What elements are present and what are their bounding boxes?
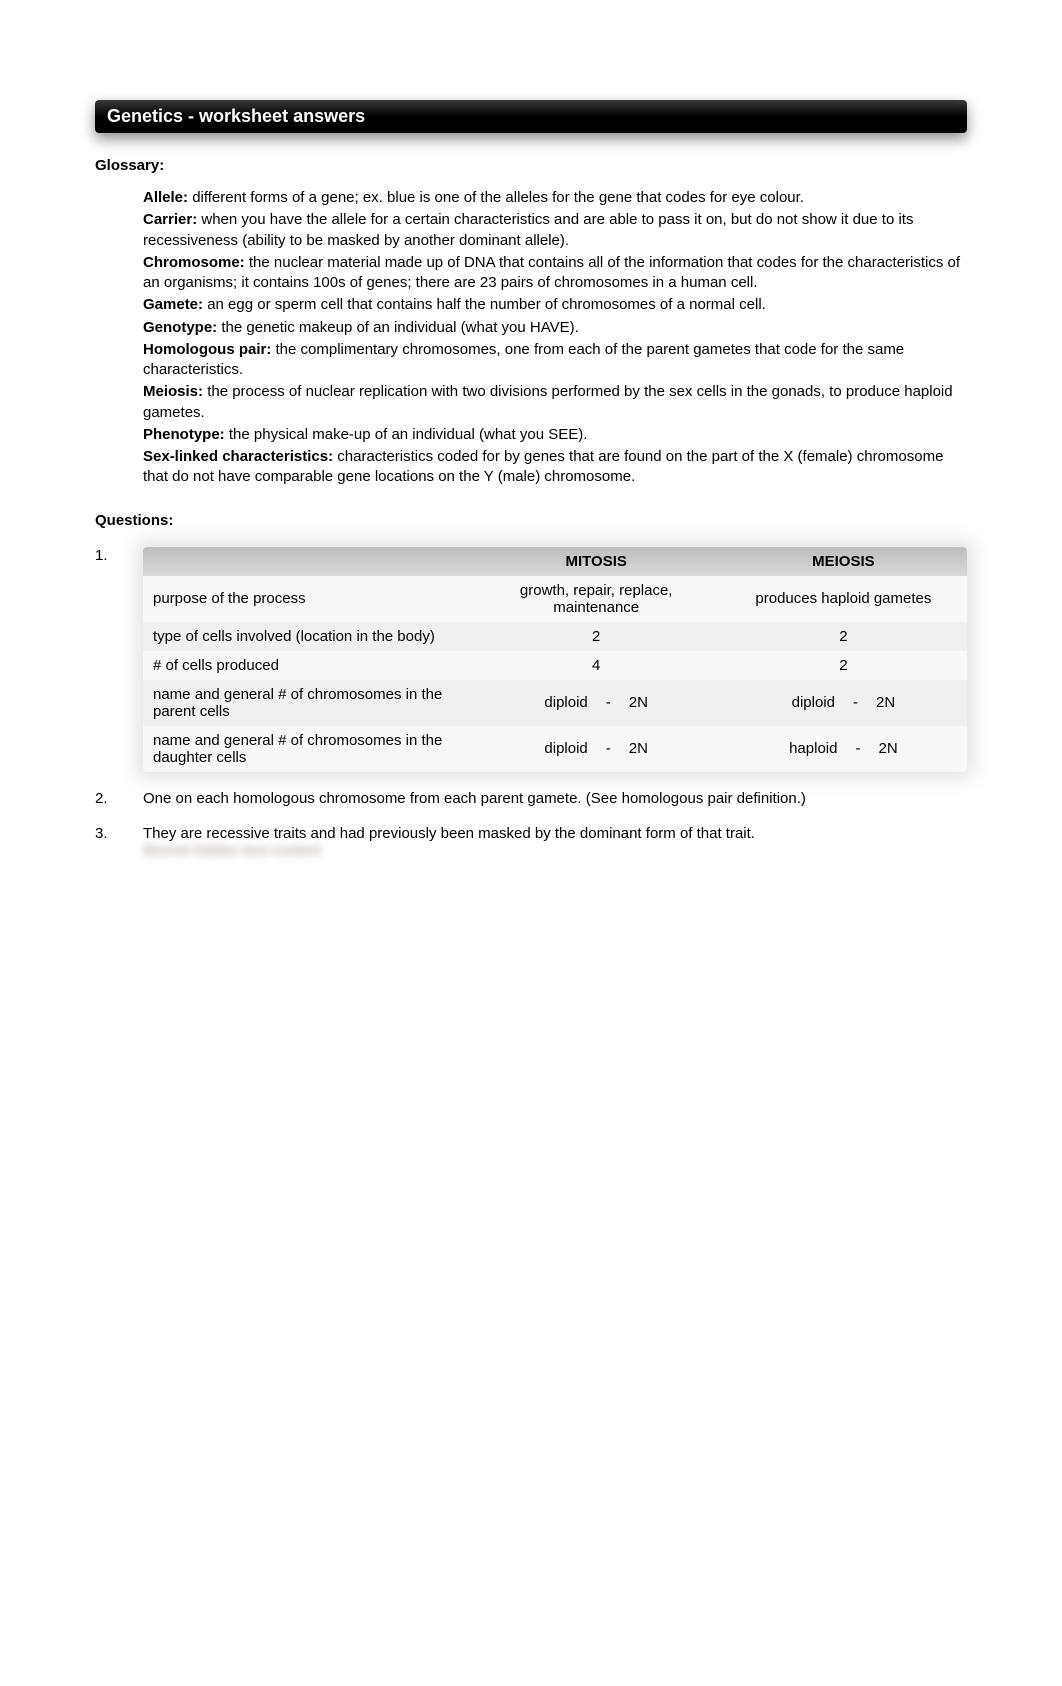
table-cell: diploid - 2N [473,726,720,772]
table-cell: diploid - 2N [473,680,720,726]
table-header-cell [143,547,473,576]
glossary-term: Gamete: [143,296,203,313]
table-row: purpose of the process growth, repair, r… [143,576,967,622]
glossary-term: Chromosome: [143,254,245,271]
cell-part: 2N [878,740,897,757]
table-cell: produces haploid gametes [720,576,967,622]
cell-part: 2N [629,740,648,757]
glossary-term: Phenotype: [143,426,225,443]
cell-part: 2N [876,694,895,711]
glossary-heading: Glossary: [95,157,967,174]
blurred-text: blurred hidden text content [143,842,321,859]
glossary-item: Meiosis: the process of nuclear replicat… [143,382,967,423]
table-cell: purpose of the process [143,576,473,622]
cell-part: diploid [792,694,835,711]
glossary-item: Sex-linked characteristics: characterist… [143,447,967,488]
glossary-def: the genetic makeup of an individual (wha… [221,319,578,336]
questions-heading: Questions: [95,512,967,529]
glossary-def: an egg or sperm cell that contains half … [207,296,766,313]
page-title: Genetics - worksheet answers [95,100,967,133]
question-number: 1. [95,547,143,564]
glossary-term: Carrier: [143,211,197,228]
table-cell: haploid - 2N [720,726,967,772]
glossary-item: Gamete: an egg or sperm cell that contai… [143,295,967,315]
glossary-def: the physical make-up of an individual (w… [229,426,588,443]
glossary-def: when you have the allele for a certain c… [143,211,913,248]
table-cell: 2 [720,622,967,651]
glossary-item: Homologous pair: the complimentary chrom… [143,340,967,381]
table-cell: growth, repair, replace, maintenance [473,576,720,622]
table-cell: 4 [473,651,720,680]
glossary-def: different forms of a gene; ex. blue is o… [192,189,804,206]
glossary-item: Chromosome: the nuclear material made up… [143,253,967,294]
table-header-row: MITOSIS MEIOSIS [143,547,967,576]
question-row: 1. MITOSIS MEIOSIS purpose of the proces… [95,547,967,772]
table-cell: name and general # of chromosomes in the… [143,726,473,772]
document-page: Genetics - worksheet answers Glossary: A… [0,0,1062,859]
glossary-term: Meiosis: [143,383,203,400]
question-number: 2. [95,790,143,807]
glossary-def: the nuclear material made up of DNA that… [143,254,960,291]
question-text: They are recessive traits and had previo… [143,825,755,842]
table-header-cell: MEIOSIS [720,547,967,576]
table-cell: 2 [473,622,720,651]
cell-part: - [855,740,860,757]
table-cell: type of cells involved (location in the … [143,622,473,651]
cell-part: diploid [544,740,587,757]
comparison-table: MITOSIS MEIOSIS purpose of the process g… [143,547,967,772]
table-cell: # of cells produced [143,651,473,680]
glossary-def: the process of nuclear replication with … [143,383,953,420]
table-header-cell: MITOSIS [473,547,720,576]
question-number: 3. [95,825,143,842]
glossary-item: Carrier: when you have the allele for a … [143,210,967,251]
glossary-item: Allele: different forms of a gene; ex. b… [143,188,967,208]
cell-part: 2N [629,694,648,711]
cell-part: - [606,740,611,757]
glossary-item: Genotype: the genetic makeup of an indiv… [143,318,967,338]
cell-part: - [853,694,858,711]
table-row: type of cells involved (location in the … [143,622,967,651]
glossary-term: Genotype: [143,319,217,336]
table-row: # of cells produced 4 2 [143,651,967,680]
question-body: One on each homologous chromosome from e… [143,790,967,807]
glossary-body: Allele: different forms of a gene; ex. b… [143,188,967,488]
cell-part: - [606,694,611,711]
glossary-term: Sex-linked characteristics: [143,448,333,465]
glossary-term: Homologous pair: [143,341,271,358]
table-cell: name and general # of chromosomes in the… [143,680,473,726]
table-cell: 2 [720,651,967,680]
cell-part: diploid [544,694,587,711]
glossary-item: Phenotype: the physical make-up of an in… [143,425,967,445]
question-body: MITOSIS MEIOSIS purpose of the process g… [143,547,967,772]
table-row: name and general # of chromosomes in the… [143,726,967,772]
glossary-term: Allele: [143,189,188,206]
question-body: They are recessive traits and had previo… [143,825,967,859]
question-row: 3. They are recessive traits and had pre… [95,825,967,859]
cell-part: haploid [789,740,837,757]
question-row: 2. One on each homologous chromosome fro… [95,790,967,807]
table-cell: diploid - 2N [720,680,967,726]
table-row: name and general # of chromosomes in the… [143,680,967,726]
